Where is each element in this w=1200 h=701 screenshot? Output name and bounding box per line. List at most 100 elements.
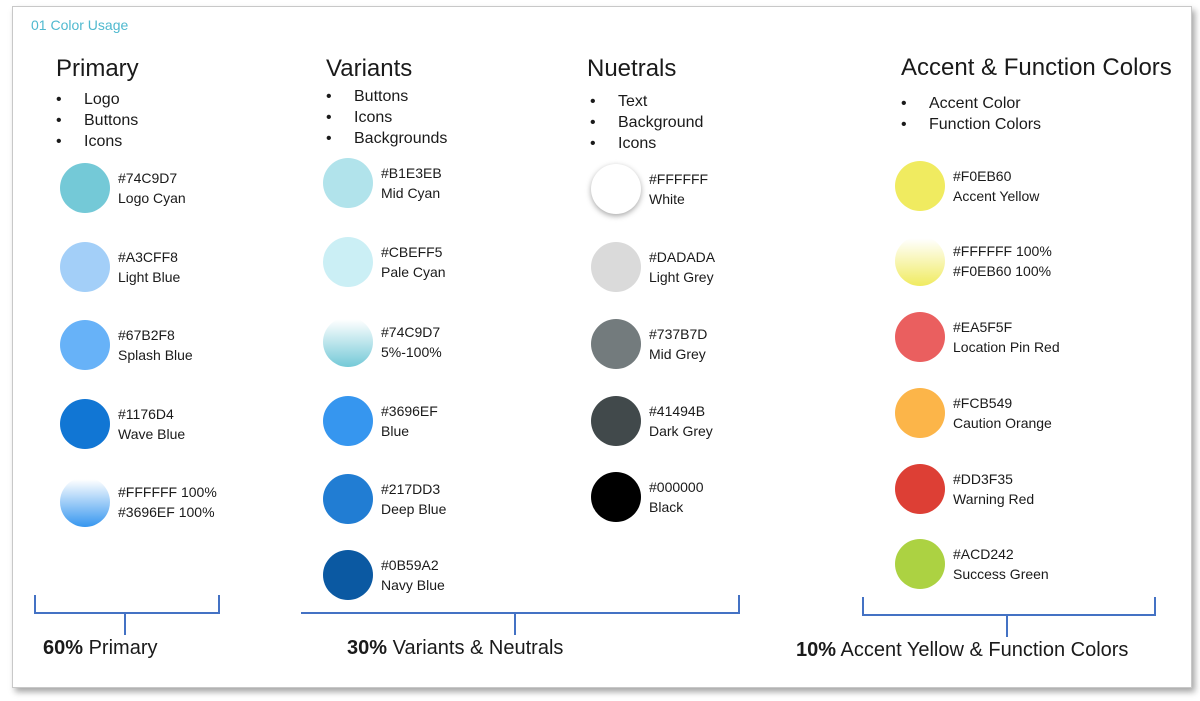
color-swatch: #000000 Black xyxy=(591,472,704,522)
swatch-hex: #737B7D xyxy=(649,326,708,342)
color-circle xyxy=(591,319,641,369)
swatch-hex: #FFFFFF 100% xyxy=(953,243,1052,259)
color-swatch: #F0EB60 Accent Yellow xyxy=(895,161,1039,211)
color-swatch: #ACD242 Success Green xyxy=(895,539,1049,589)
swatch-text: #FFFFFF 100% #3696EF 100% xyxy=(118,482,217,522)
swatch-text: #DADADA Light Grey xyxy=(649,247,715,287)
color-circle xyxy=(60,163,110,213)
color-circle xyxy=(323,317,373,367)
swatch-text: #F0EB60 Accent Yellow xyxy=(953,166,1039,206)
color-circle xyxy=(895,464,945,514)
color-swatch: #74C9D7 Logo Cyan xyxy=(60,163,186,213)
accent-bullet: Function Colors xyxy=(901,114,1041,135)
swatch-color-name: Mid Grey xyxy=(649,346,706,362)
swatch-color-name: Light Grey xyxy=(649,269,714,285)
swatch-color-name: Blue xyxy=(381,423,410,439)
swatch-hex: #74C9D7 xyxy=(118,170,178,186)
color-swatch: #FFFFFF 100% #3696EF 100% xyxy=(60,477,217,527)
swatch-text: #0B59A2 Navy Blue xyxy=(381,555,445,595)
swatch-hex: #3696EF xyxy=(381,403,438,419)
swatch-text: #B1E3EB Mid Cyan xyxy=(381,163,442,203)
swatch-hex: #DD3F35 xyxy=(953,471,1013,487)
swatch-text: #A3CFF8 Light Blue xyxy=(118,247,180,287)
swatch-text: #ACD242 Success Green xyxy=(953,544,1049,584)
swatch-hex: #41494B xyxy=(649,403,706,419)
accent-bracket xyxy=(862,597,1156,637)
swatch-color-name: Dark Grey xyxy=(649,423,713,439)
swatch-color-name: Splash Blue xyxy=(118,347,193,363)
variants-bullet: Icons xyxy=(326,107,447,128)
swatch-color-name: Warning Red xyxy=(953,491,1035,507)
swatch-text: #41494B Dark Grey xyxy=(649,401,713,441)
color-circle xyxy=(60,320,110,370)
bracket-path xyxy=(862,597,1156,637)
swatch-color-name: Light Blue xyxy=(118,269,181,285)
swatch-color-name: Location Pin Red xyxy=(953,339,1060,355)
swatch-hex: #ACD242 xyxy=(953,546,1014,562)
color-circle xyxy=(60,477,110,527)
color-circle xyxy=(591,472,641,522)
swatch-hex: #DADADA xyxy=(649,249,716,265)
swatch-text: #67B2F8 Splash Blue xyxy=(118,325,193,365)
color-swatch: #74C9D7 5%-100% xyxy=(323,317,442,367)
summary-accent: 10% Accent Yellow & Function Colors xyxy=(796,639,1128,662)
neutrals-title: Nuetrals xyxy=(587,55,677,82)
color-circle xyxy=(895,388,945,438)
swatch-hex: #B1E3EB xyxy=(381,165,442,181)
neutrals-bullet: Background xyxy=(590,112,703,133)
bracket-path xyxy=(301,595,740,635)
summary-primary: 60% Primary xyxy=(43,637,157,660)
swatch-text: #1176D4 Wave Blue xyxy=(118,404,185,444)
swatch-text: #DD3F35 Warning Red xyxy=(953,469,1034,509)
swatch-text: #74C9D7 Logo Cyan xyxy=(118,168,186,208)
swatch-text: #737B7D Mid Grey xyxy=(649,324,707,364)
variants-bullets: Buttons Icons Backgrounds xyxy=(326,86,447,149)
variants-bullet: Buttons xyxy=(326,86,447,107)
swatch-hex: #A3CFF8 xyxy=(118,249,178,265)
color-swatch: #B1E3EB Mid Cyan xyxy=(323,158,442,208)
color-swatch: #CBEFF5 Pale Cyan xyxy=(323,237,446,287)
swatch-hex: #EA5F5F xyxy=(953,319,1013,335)
swatch-color-name: #3696EF 100% xyxy=(118,504,215,520)
swatch-text: #000000 Black xyxy=(649,477,704,517)
swatch-hex: #FCB549 xyxy=(953,395,1013,411)
summary-label: Primary xyxy=(83,637,158,659)
color-circle xyxy=(895,539,945,589)
color-circle xyxy=(895,312,945,362)
color-swatch: #A3CFF8 Light Blue xyxy=(60,242,180,292)
swatch-text: #3696EF Blue xyxy=(381,401,438,441)
swatch-text: #217DD3 Deep Blue xyxy=(381,479,446,519)
color-circle xyxy=(591,396,641,446)
color-circle xyxy=(60,399,110,449)
swatch-color-name: Pale Cyan xyxy=(381,264,446,280)
swatch-hex: #000000 xyxy=(649,479,704,495)
color-swatch: #FCB549 Caution Orange xyxy=(895,388,1052,438)
swatch-color-name: Accent Yellow xyxy=(953,188,1040,204)
swatch-color-name: Black xyxy=(649,499,684,515)
color-circle xyxy=(323,550,373,600)
neutrals-bullet: Text xyxy=(590,91,703,112)
color-circle xyxy=(323,474,373,524)
swatch-text: #EA5F5F Location Pin Red xyxy=(953,317,1060,357)
color-swatch: #DADADA Light Grey xyxy=(591,242,715,292)
swatch-hex: #217DD3 xyxy=(381,481,441,497)
summary-label: Accent Yellow & Function Colors xyxy=(836,639,1129,661)
swatch-color-name: Mid Cyan xyxy=(381,185,441,201)
color-swatch: #DD3F35 Warning Red xyxy=(895,464,1034,514)
swatch-text: #FFFFFF White xyxy=(649,169,708,209)
color-circle xyxy=(323,237,373,287)
swatch-color-name: Caution Orange xyxy=(953,415,1052,431)
swatch-hex: #1176D4 xyxy=(118,406,174,422)
primary-bullet: Logo xyxy=(56,89,138,110)
summary-label: Variants & Neutrals xyxy=(387,637,564,659)
neutrals-bullet: Icons xyxy=(590,133,703,154)
neutrals-bullets: Text Background Icons xyxy=(590,91,703,154)
swatch-color-name: #F0EB60 100% xyxy=(953,263,1052,279)
swatch-color-name: 5%-100% xyxy=(381,344,442,360)
color-swatch: #0B59A2 Navy Blue xyxy=(323,550,445,600)
primary-bullet: Buttons xyxy=(56,110,138,131)
color-swatch: #FFFFFF 100% #F0EB60 100% xyxy=(895,236,1052,286)
color-circle xyxy=(60,242,110,292)
primary-bullets: Logo Buttons Icons xyxy=(56,89,138,152)
color-circle xyxy=(895,161,945,211)
